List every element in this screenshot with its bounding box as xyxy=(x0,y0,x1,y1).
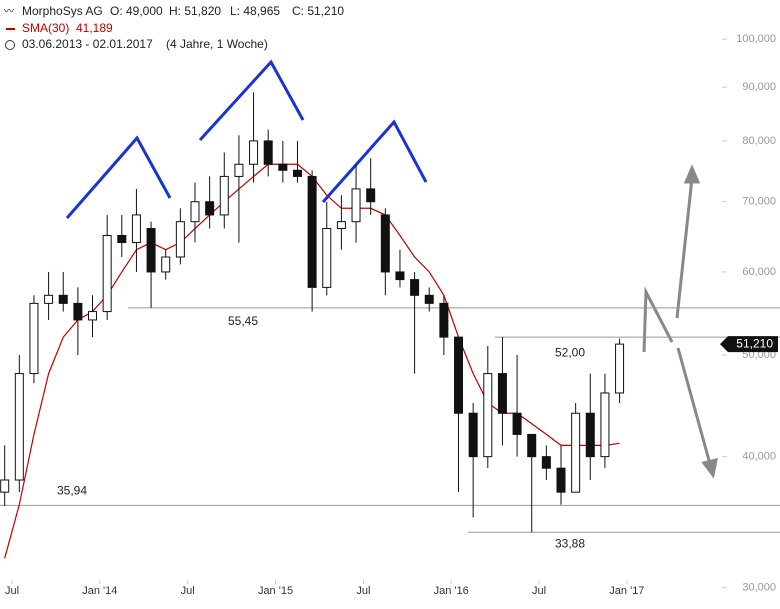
candle-body xyxy=(44,294,54,304)
candle-body xyxy=(292,169,302,177)
y-tick-label: 100,000 xyxy=(736,33,776,45)
candle-body xyxy=(351,188,361,223)
candle-body xyxy=(571,412,581,493)
pattern-line xyxy=(65,135,172,219)
sma-legend: SMA(30) xyxy=(22,21,69,35)
candle-body xyxy=(263,140,273,165)
candle-body xyxy=(190,201,200,223)
candle-body xyxy=(600,392,610,458)
candle-body xyxy=(14,373,24,481)
candle-body xyxy=(556,467,566,493)
candle-body xyxy=(468,412,478,458)
candle-body xyxy=(366,188,376,203)
ohlc-label: L: 48,965 xyxy=(230,4,280,18)
candle-body xyxy=(234,163,244,177)
pattern-line xyxy=(198,59,305,142)
y-tick-label: 60,000 xyxy=(742,266,776,278)
pattern-line xyxy=(321,119,428,203)
x-tick-label: Jan '16 xyxy=(434,585,469,597)
candle-body xyxy=(527,433,537,458)
projection-line xyxy=(642,286,674,353)
projection-arrow xyxy=(675,177,694,319)
candle-body xyxy=(175,221,185,258)
y-tick-label: 30,000 xyxy=(742,582,776,594)
x-tick-label: Jul xyxy=(181,585,195,597)
header: 〰 MorphoSys AG O: 49,000 H: 51,820 L: 48… xyxy=(4,4,344,51)
candle-body xyxy=(410,279,420,296)
last-price-label: 51,210 xyxy=(736,336,773,350)
candle-body xyxy=(102,234,112,313)
level-label: 52,00 xyxy=(555,345,585,359)
candle-body xyxy=(585,412,595,458)
candle-body xyxy=(219,175,229,216)
clock-icon xyxy=(5,40,15,50)
annotations xyxy=(65,59,718,479)
last-price-tag xyxy=(720,336,778,353)
x-tick-label: Jan '14 xyxy=(82,585,117,597)
chart-icon: 〰 xyxy=(4,7,14,18)
projection-arrow xyxy=(676,347,712,465)
candle-body xyxy=(278,163,288,171)
x-tick-label: Jan '15 xyxy=(258,585,293,597)
level-label: 33,88 xyxy=(555,536,585,550)
candle-body xyxy=(29,302,39,375)
y-tick-label: 90,000 xyxy=(742,81,776,93)
candle-body xyxy=(454,336,464,414)
candle-body xyxy=(322,228,332,288)
candle-body xyxy=(497,373,507,414)
candle-body xyxy=(131,214,141,244)
candle-body xyxy=(395,271,405,281)
arrow-head xyxy=(701,457,718,479)
candle-body xyxy=(512,412,522,435)
candle-body xyxy=(424,294,434,304)
ohlc-label: C: 51,210 xyxy=(292,4,344,18)
x-tick-label: Jul xyxy=(532,585,546,597)
y-tick-label: 70,000 xyxy=(742,196,776,208)
x-tick-label: Jul xyxy=(5,585,19,597)
y-tick-label: 40,000 xyxy=(742,451,776,463)
candle-body xyxy=(88,311,98,321)
duration: (4 Jahre, 1 Woche) xyxy=(166,37,268,51)
ohlc-label: H: 51,820 xyxy=(169,4,221,18)
candle-body xyxy=(73,302,83,321)
candle-body xyxy=(439,302,449,338)
candle-body xyxy=(615,343,625,394)
y-tick-label: 80,000 xyxy=(742,135,776,147)
level-label: 55,45 xyxy=(228,314,258,328)
candle-body xyxy=(161,256,171,273)
candle-body xyxy=(146,228,156,273)
chart-title: MorphoSys AG xyxy=(22,4,103,18)
x-tick-label: Jan '17 xyxy=(609,585,644,597)
level-label: 35,94 xyxy=(57,484,87,498)
period: 03.06.2013 - 02.01.2017 xyxy=(22,37,153,51)
candle-body xyxy=(249,140,259,165)
candle-body xyxy=(307,175,317,288)
candle-body xyxy=(0,479,10,493)
candle-body xyxy=(336,221,346,230)
candle-body xyxy=(117,234,127,244)
candle-body xyxy=(58,294,68,304)
sma-value: 41,189 xyxy=(76,21,113,35)
candle-body xyxy=(483,373,493,458)
candle-body xyxy=(541,456,551,469)
arrow-head xyxy=(683,164,701,184)
ohlc-label: O: 49,000 xyxy=(110,4,163,18)
x-tick-label: Jul xyxy=(356,585,370,597)
candle-body xyxy=(205,201,215,216)
candle-body xyxy=(380,214,390,273)
